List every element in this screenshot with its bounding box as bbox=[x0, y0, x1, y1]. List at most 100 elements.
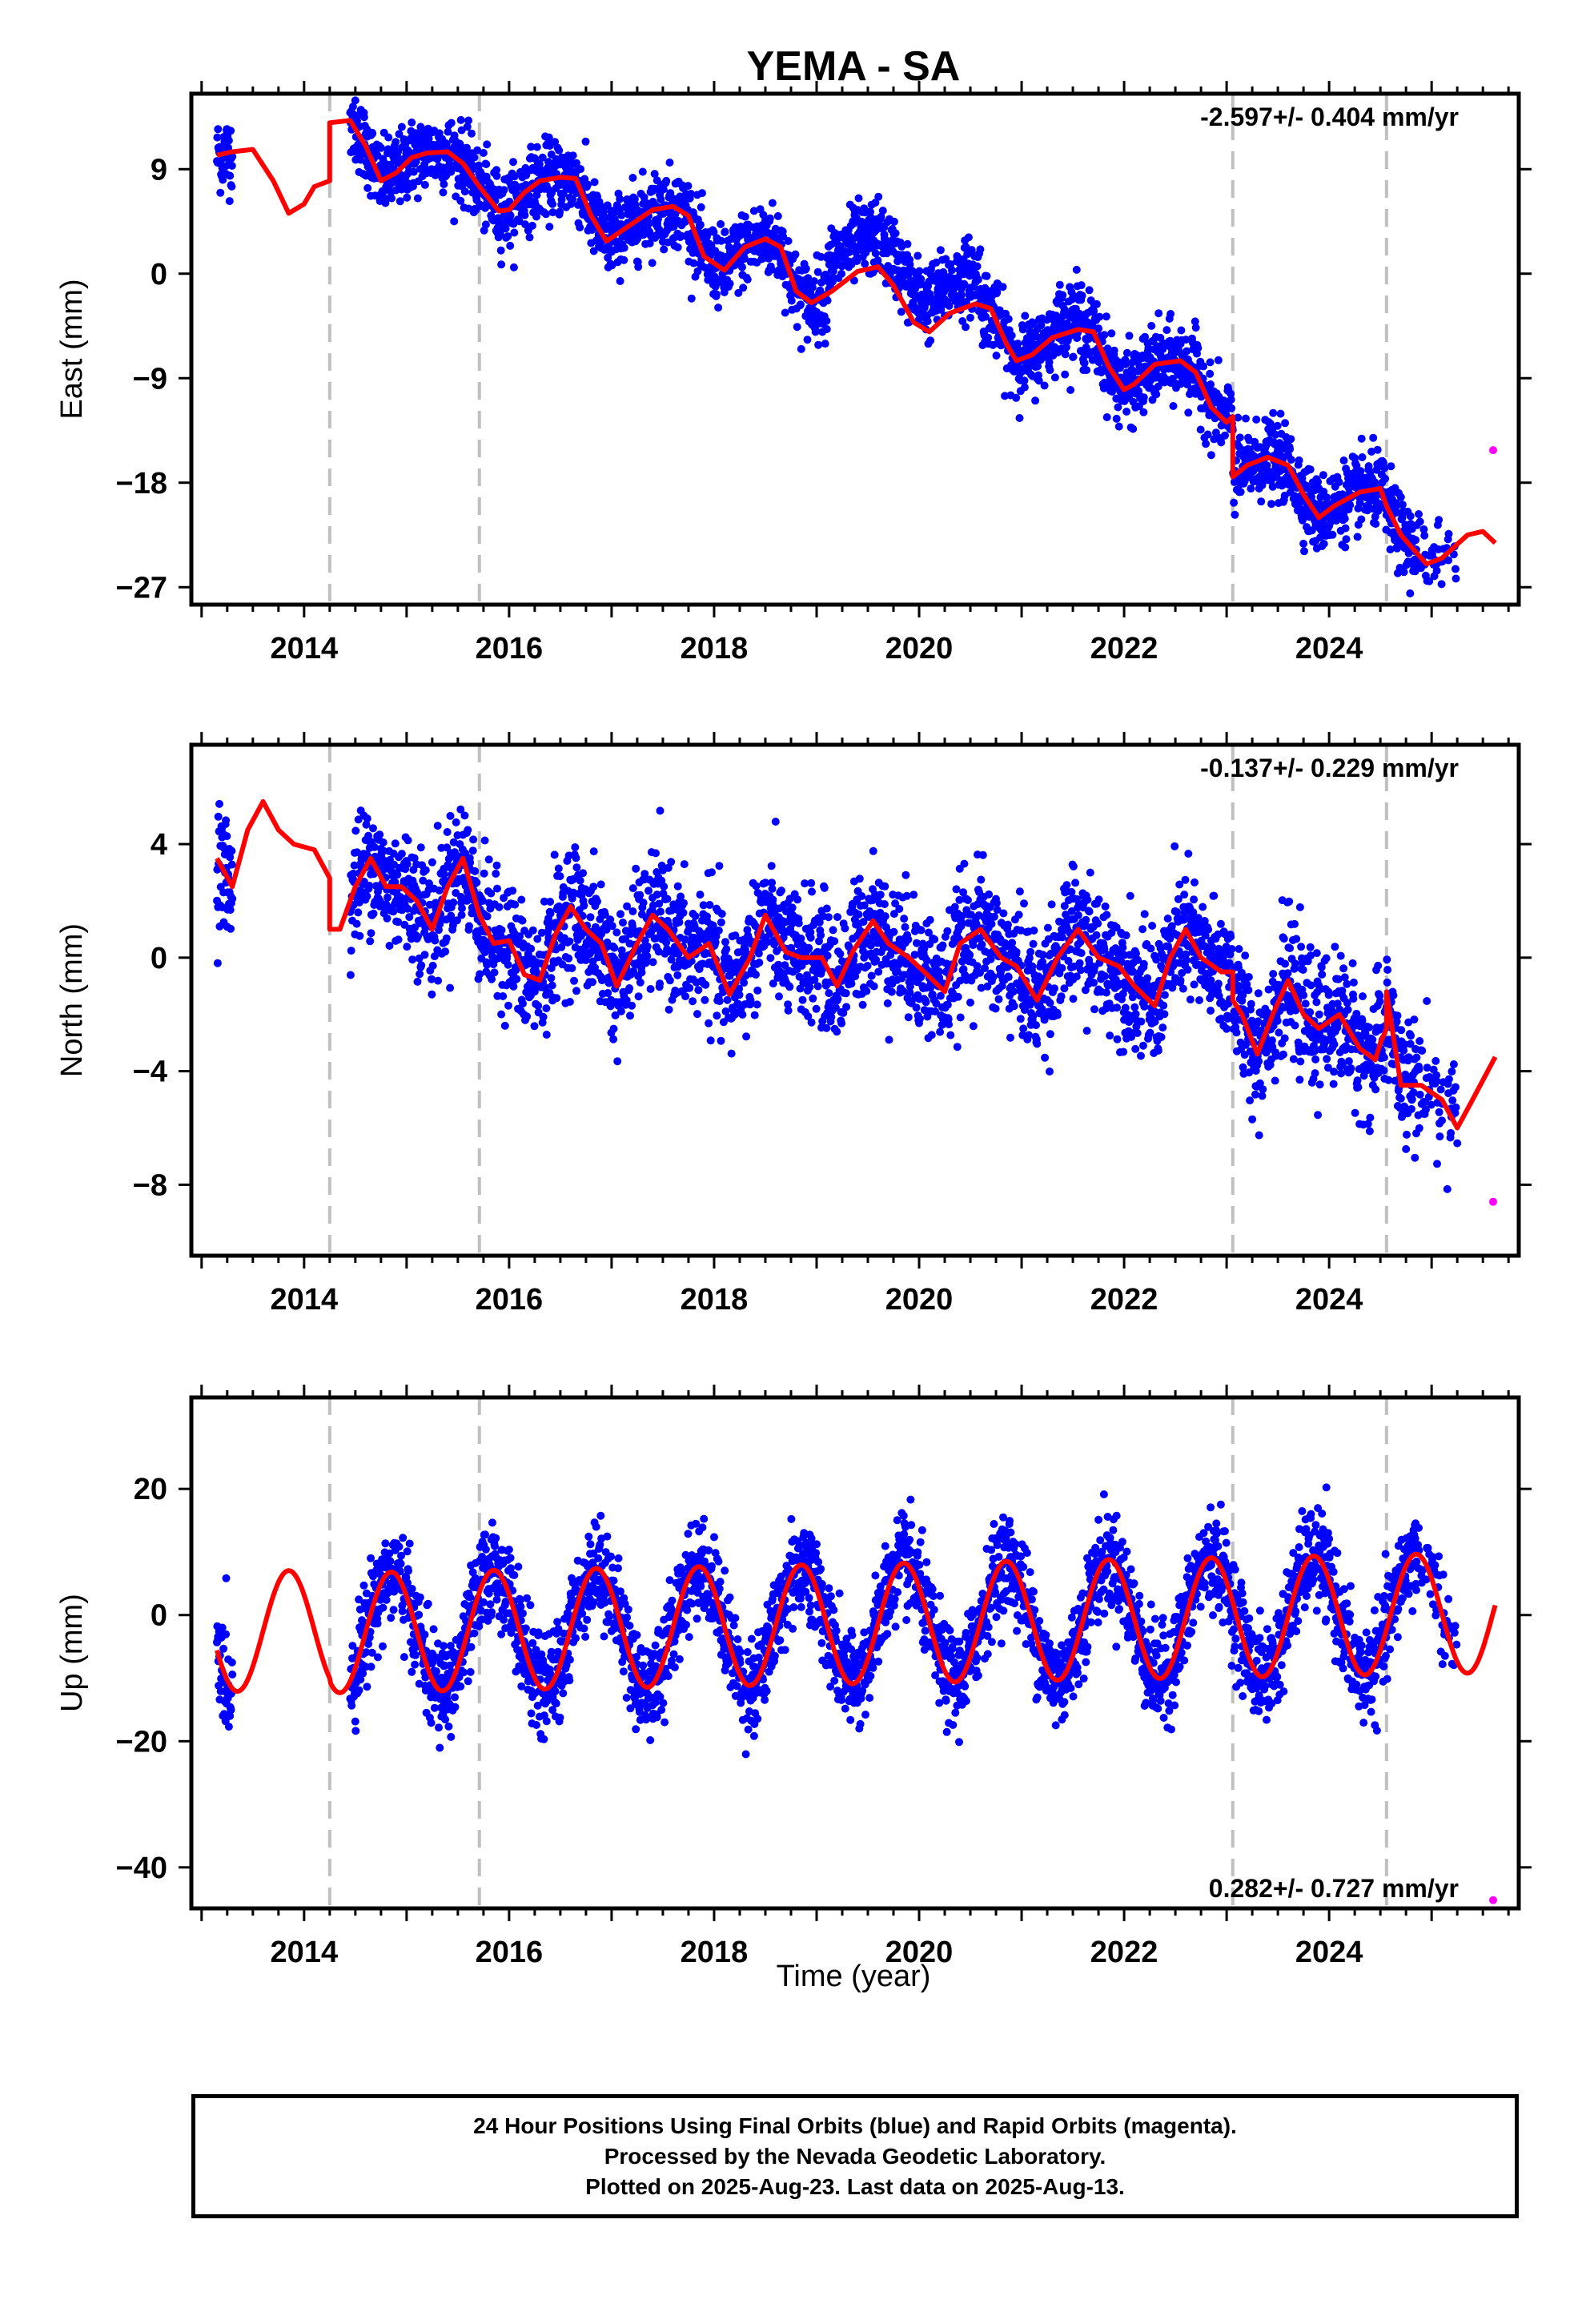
data-point bbox=[687, 294, 696, 303]
data-point bbox=[1055, 280, 1064, 289]
data-point bbox=[483, 960, 492, 969]
data-point bbox=[1020, 383, 1029, 392]
data-point bbox=[1184, 408, 1193, 417]
data-point bbox=[443, 843, 452, 852]
data-point bbox=[463, 123, 472, 131]
data-point bbox=[453, 916, 461, 925]
data-point bbox=[1340, 514, 1349, 523]
data-point bbox=[544, 934, 553, 942]
y-tick-label: −9 bbox=[133, 362, 167, 396]
data-point bbox=[1070, 320, 1079, 329]
data-point bbox=[639, 899, 648, 907]
data-point bbox=[1012, 393, 1021, 402]
data-point bbox=[860, 901, 869, 910]
data-point bbox=[821, 271, 830, 279]
data-point bbox=[389, 907, 398, 916]
data-point bbox=[822, 325, 831, 333]
data-point bbox=[709, 921, 717, 930]
data-point bbox=[817, 931, 825, 939]
data-point bbox=[694, 986, 703, 995]
data-point bbox=[754, 949, 763, 958]
data-point bbox=[446, 983, 455, 992]
data-point bbox=[1058, 336, 1066, 345]
data-point bbox=[215, 799, 223, 808]
data-point bbox=[717, 910, 726, 919]
data-point bbox=[821, 340, 829, 348]
data-point bbox=[568, 151, 577, 160]
data-point bbox=[1227, 396, 1235, 404]
data-point bbox=[503, 952, 512, 961]
data-point bbox=[824, 913, 833, 922]
data-point bbox=[711, 282, 720, 291]
data-point bbox=[384, 133, 393, 142]
data-point bbox=[1399, 568, 1408, 577]
data-point bbox=[1207, 380, 1215, 388]
data-point bbox=[363, 814, 371, 823]
data-point bbox=[612, 928, 621, 937]
data-point bbox=[813, 982, 822, 991]
data-point bbox=[701, 995, 709, 1004]
data-point bbox=[640, 870, 649, 879]
data-point bbox=[836, 950, 845, 959]
data-point bbox=[753, 986, 762, 995]
data-point bbox=[794, 919, 803, 927]
data-point bbox=[428, 858, 436, 866]
data-point bbox=[1300, 547, 1308, 556]
data-point bbox=[452, 818, 460, 826]
data-point bbox=[1444, 529, 1453, 538]
data-point bbox=[973, 262, 982, 271]
data-point bbox=[926, 336, 935, 345]
data-point bbox=[1061, 370, 1070, 379]
data-point bbox=[603, 938, 612, 947]
data-point bbox=[500, 1021, 509, 1030]
data-point bbox=[367, 929, 375, 938]
data-point bbox=[590, 178, 599, 187]
data-point bbox=[1342, 535, 1351, 544]
data-point bbox=[581, 137, 590, 146]
data-point bbox=[1425, 577, 1434, 585]
data-point bbox=[1444, 556, 1453, 565]
data-point bbox=[533, 935, 542, 943]
data-point bbox=[473, 146, 482, 155]
data-point bbox=[1367, 448, 1376, 456]
data-point bbox=[881, 882, 889, 891]
data-point bbox=[942, 255, 950, 263]
data-point bbox=[796, 984, 805, 993]
data-point bbox=[823, 296, 832, 305]
data-point bbox=[869, 982, 878, 991]
data-point bbox=[791, 250, 800, 259]
data-point bbox=[673, 971, 682, 979]
x-tick-label: 2016 bbox=[476, 632, 544, 665]
data-point bbox=[689, 259, 698, 267]
data-point bbox=[355, 931, 364, 940]
x-tick-label: 2020 bbox=[885, 632, 954, 665]
data-point bbox=[492, 861, 501, 870]
data-point bbox=[753, 1000, 761, 1009]
data-point bbox=[715, 862, 724, 870]
data-point bbox=[446, 811, 455, 820]
data-point bbox=[554, 864, 563, 873]
data-point bbox=[596, 880, 605, 889]
data-point bbox=[450, 217, 459, 226]
y-tick-label: −18 bbox=[116, 467, 167, 501]
panel-frame bbox=[189, 91, 1521, 607]
data-point bbox=[1203, 430, 1212, 439]
data-point bbox=[547, 974, 556, 983]
data-point bbox=[1386, 545, 1395, 554]
data-point bbox=[673, 243, 682, 251]
data-point bbox=[511, 900, 520, 909]
data-point bbox=[464, 116, 473, 125]
data-point bbox=[628, 884, 637, 893]
data-point bbox=[417, 961, 426, 970]
data-point bbox=[680, 899, 688, 907]
data-point bbox=[1315, 500, 1323, 509]
data-point bbox=[820, 883, 829, 892]
data-point bbox=[383, 893, 391, 902]
data-point bbox=[1152, 390, 1161, 399]
data-point bbox=[397, 123, 406, 131]
data-point bbox=[662, 938, 671, 947]
data-point bbox=[1217, 438, 1226, 447]
data-point bbox=[584, 180, 592, 189]
data-point bbox=[616, 1007, 625, 1015]
